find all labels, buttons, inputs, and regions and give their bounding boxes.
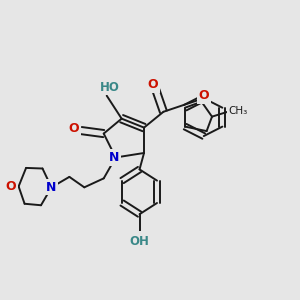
Text: N: N: [109, 151, 119, 164]
Text: HO: HO: [100, 81, 120, 94]
Text: O: O: [199, 89, 209, 102]
Text: O: O: [148, 78, 158, 92]
Text: N: N: [46, 181, 57, 194]
Text: H: H: [135, 232, 144, 245]
Text: O: O: [68, 122, 79, 135]
Text: OH: OH: [130, 235, 149, 248]
Text: CH₃: CH₃: [229, 106, 248, 116]
Text: O: O: [6, 180, 16, 193]
